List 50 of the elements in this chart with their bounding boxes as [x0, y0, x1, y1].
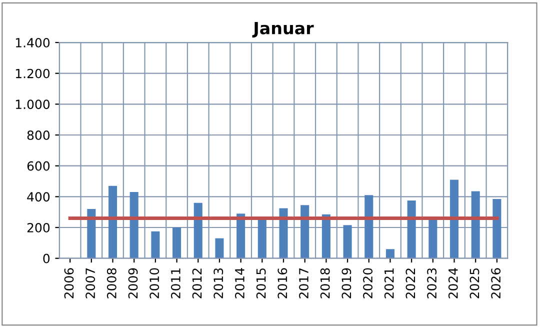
x-tick-label: 2008	[106, 268, 116, 298]
bar	[130, 192, 138, 258]
x-tick-label: 2022	[406, 268, 416, 298]
x-tick-label: 2016	[278, 268, 288, 298]
bar	[300, 205, 310, 258]
bar	[87, 209, 96, 258]
x-tick-label: 2012	[192, 268, 202, 298]
y-tick-label: 1.400	[16, 38, 50, 48]
bar	[151, 231, 160, 258]
bar	[428, 220, 438, 258]
x-tick-label: 2021	[384, 268, 394, 298]
bar	[322, 214, 330, 258]
x-tick-label: 2017	[299, 268, 308, 298]
x-tick-label: 2024	[448, 268, 458, 298]
bar	[364, 195, 374, 258]
bar	[450, 180, 459, 258]
bar	[215, 238, 224, 258]
x-tick-label: 2007	[86, 268, 96, 298]
x-tick-label: 2011	[170, 268, 180, 298]
bar	[386, 249, 394, 258]
bar	[407, 200, 416, 258]
y-tick-label: 200	[27, 222, 50, 232]
y-tick-label: 0	[43, 254, 50, 264]
x-tick-label: 2025	[470, 268, 480, 298]
x-tick-label: 2006	[64, 268, 74, 298]
x-tick-label: 2023	[427, 268, 437, 298]
x-tick-label: 2014	[234, 268, 244, 298]
bar	[279, 208, 288, 258]
x-tick-label: 2015	[256, 268, 266, 298]
chart-title: Januar	[252, 22, 314, 38]
y-tick-label: 800	[27, 130, 50, 140]
y-tick-label: 1.200	[16, 68, 50, 78]
bar	[108, 186, 118, 258]
y-tick-label: 600	[27, 161, 50, 171]
y-tick-label: 400	[27, 192, 50, 202]
x-tick-label: 2026	[491, 268, 501, 298]
bar	[172, 228, 182, 258]
bar	[236, 214, 246, 258]
bar	[194, 202, 202, 258]
bar	[258, 218, 266, 258]
y-tick-label: 1.000	[16, 100, 50, 110]
x-tick-label: 2018	[320, 268, 330, 298]
x-tick-label: 2019	[342, 268, 352, 298]
x-tick-label: 2010	[150, 268, 160, 298]
bar	[492, 198, 502, 258]
x-tick-label: 2013	[214, 268, 224, 298]
x-tick-label: 2009	[128, 268, 138, 298]
x-tick-label: 2020	[363, 268, 372, 298]
bar	[471, 191, 480, 258]
bar	[343, 225, 352, 258]
